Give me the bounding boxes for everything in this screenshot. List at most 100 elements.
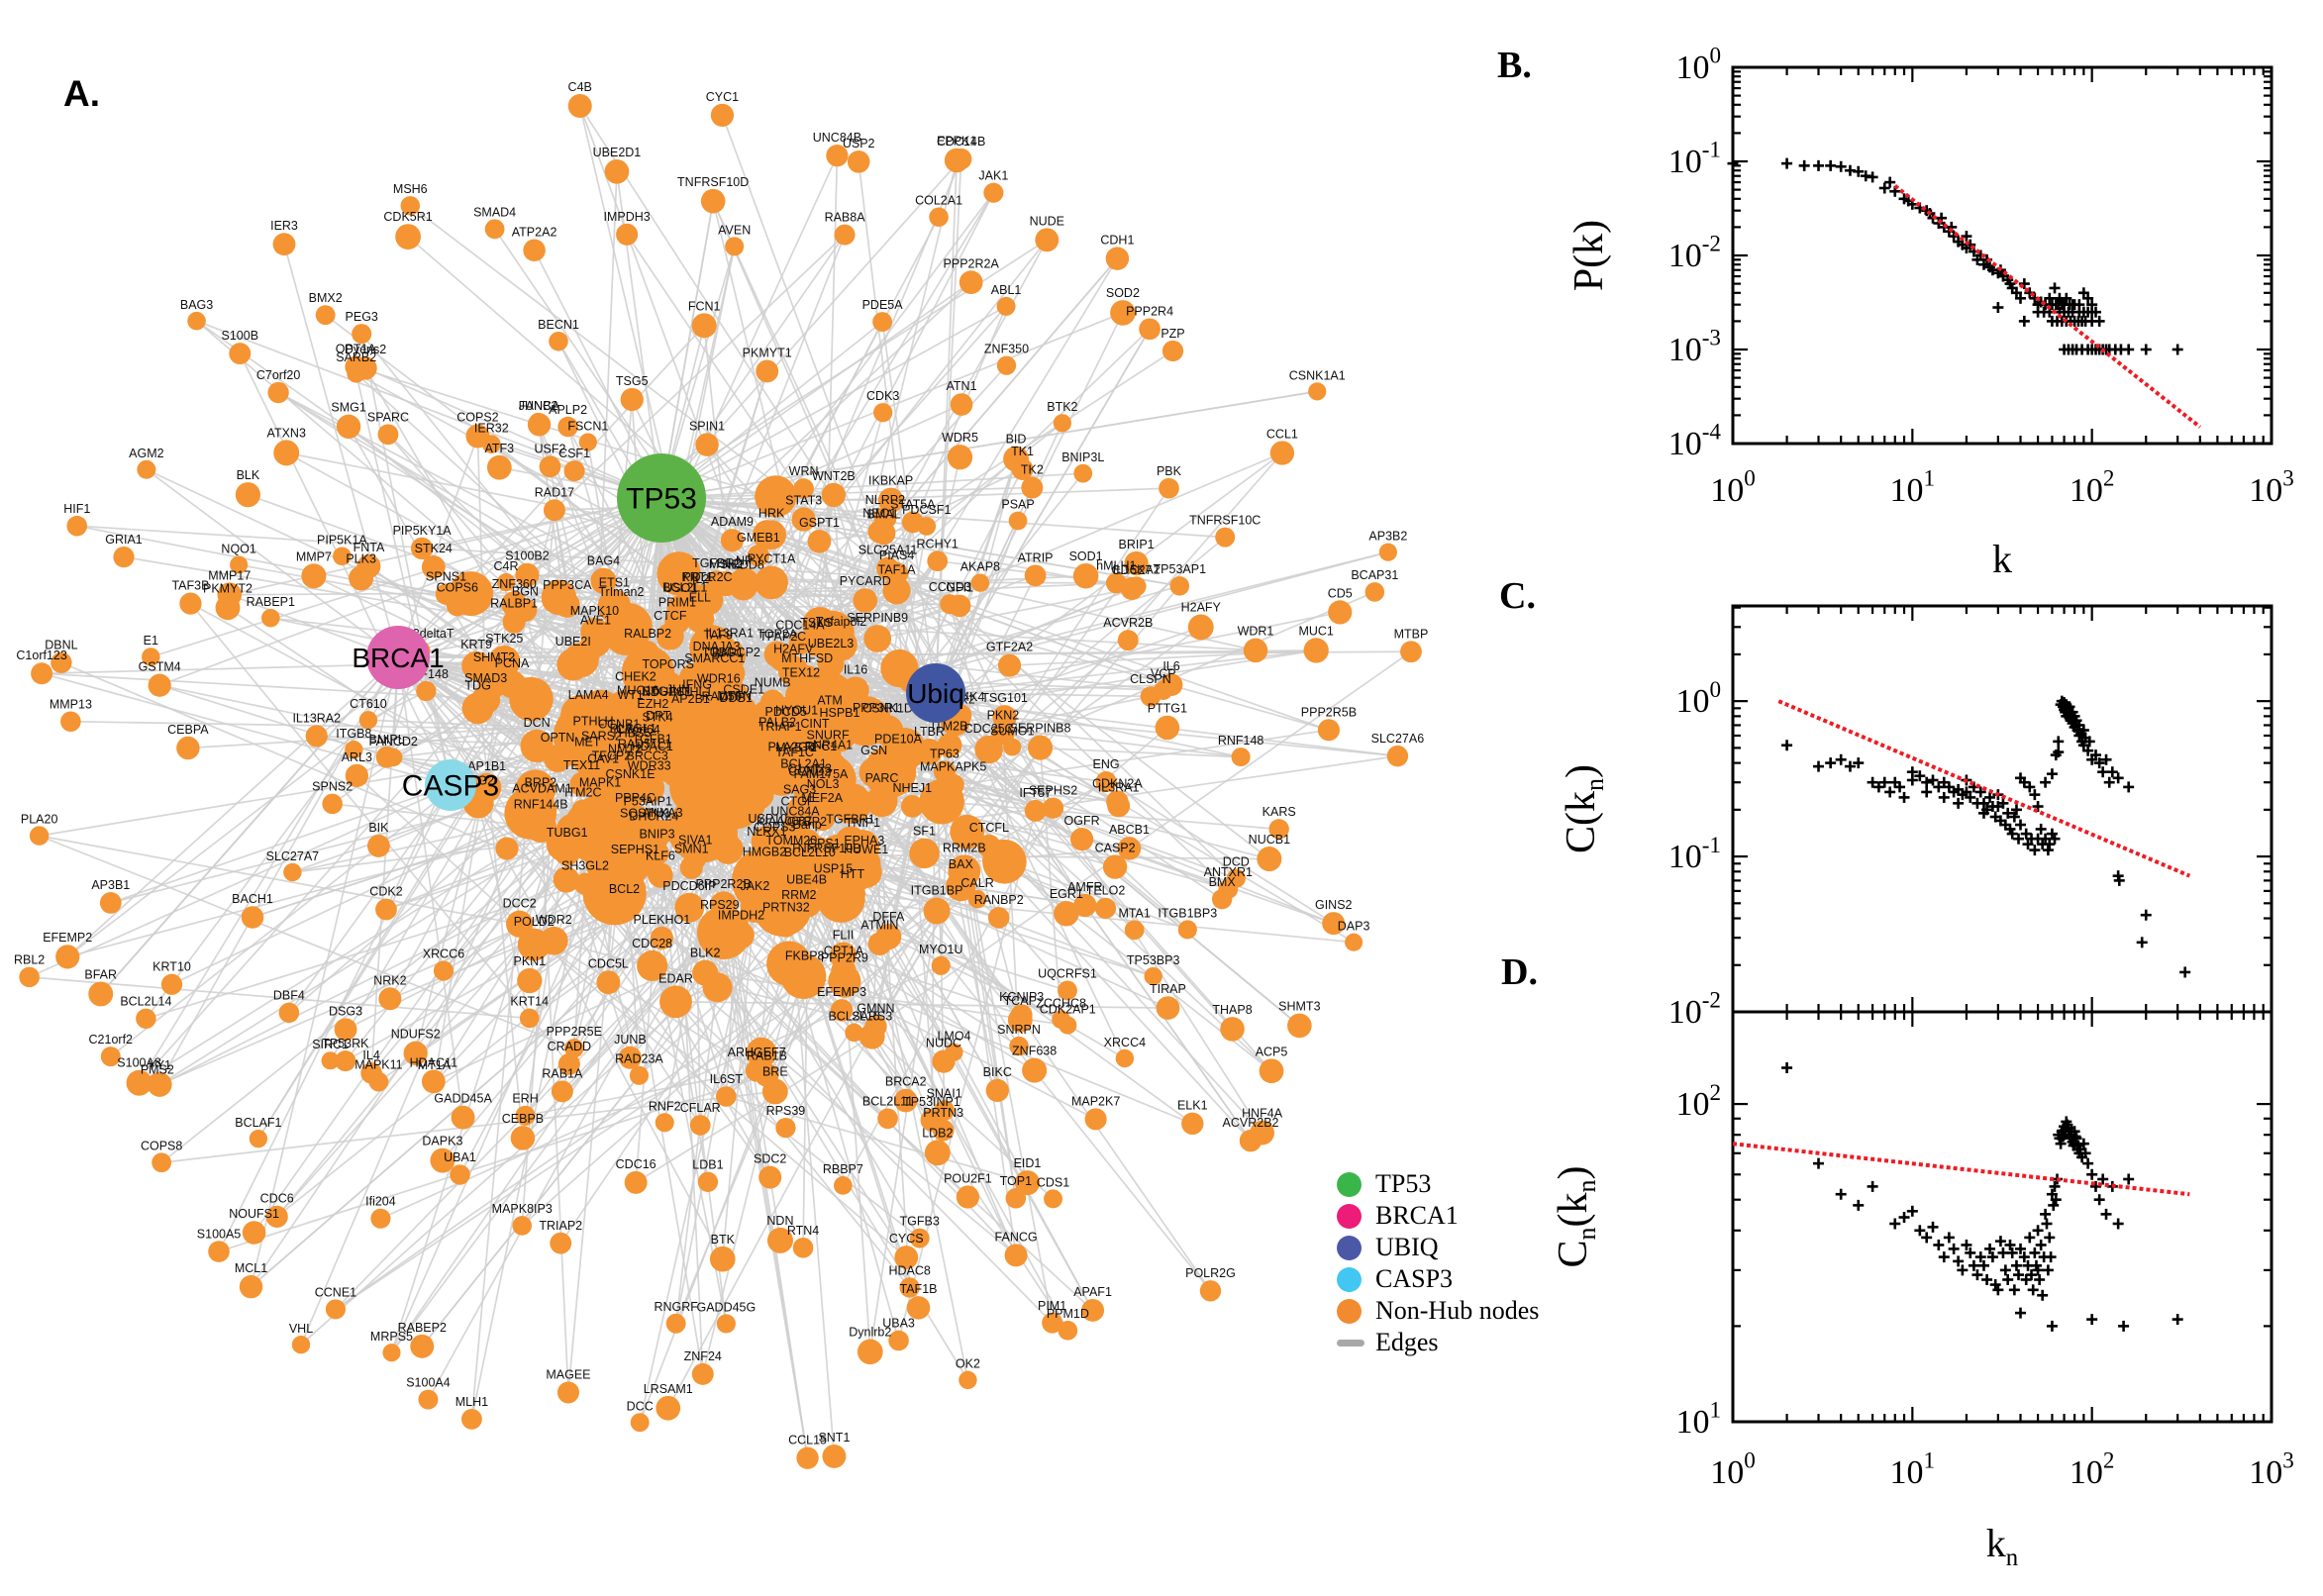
network-node-label: ARL3 <box>342 750 372 764</box>
network-node-label: TNFRSF10B <box>790 842 861 855</box>
network-node <box>322 793 343 815</box>
network-node <box>1364 582 1385 602</box>
network-node-label: PLAGL1 <box>610 722 656 736</box>
network-node <box>909 838 940 869</box>
network-node-label: DFFA <box>872 910 905 924</box>
network-node-label: COPS3 <box>754 821 795 835</box>
network-node <box>1072 562 1099 589</box>
network-node-label: NEDD8 <box>722 557 763 571</box>
network-node <box>273 440 300 466</box>
network-node <box>1059 1016 1077 1035</box>
network-node <box>520 729 554 763</box>
network-node <box>906 1296 931 1320</box>
tick-label: 10-2 <box>1668 988 1721 1031</box>
network-node-label: LTBR <box>914 725 945 739</box>
network-node <box>325 1299 346 1320</box>
network-node-label: IL3RA1 <box>1098 780 1140 794</box>
network-node <box>410 537 434 560</box>
network-node <box>1008 511 1028 531</box>
network-node-label: GMNN <box>857 1001 894 1015</box>
network-node-label: PPP2R5E <box>547 1025 602 1039</box>
network-node-label: CEBPB <box>502 1112 544 1126</box>
network-node-label: RCHY1 <box>917 537 959 550</box>
network-node-label: NDUFS1 <box>642 685 691 699</box>
network-node <box>754 838 780 865</box>
network-node-label: ATMIN <box>860 918 898 932</box>
network-node-label: HDAC8 <box>888 1263 930 1277</box>
fit-line <box>1777 699 2191 878</box>
network-node <box>321 1051 340 1070</box>
legend-label: Edges <box>1375 1328 1439 1356</box>
network-node <box>29 826 50 846</box>
network-node-label: RNGRF <box>654 1300 698 1314</box>
network-node-label: RBL2 <box>14 953 45 967</box>
network-node-label: CTCF <box>654 609 687 623</box>
network-node-label: RAB1B <box>747 1049 787 1063</box>
network-node-label: TCAP <box>1004 994 1037 1008</box>
network-node <box>692 959 719 986</box>
network-node-label: GPS1 <box>807 837 840 850</box>
network-node <box>137 459 156 479</box>
network-node-label: KRT9 <box>460 638 492 651</box>
network-node-labels: TCAP SMG1 NTHL1 SNURF PSAP TAF1C EPHA3 SQSTM1 CC… <box>14 80 1428 1446</box>
network-node <box>403 1041 428 1065</box>
network-node-label: MSH6 <box>393 182 428 196</box>
network-node <box>1024 564 1047 587</box>
network-node-label: BTK2 <box>1047 400 1077 414</box>
network-node-label: ZCCHC8 <box>1036 996 1086 1010</box>
network-node-label: SMG1 <box>331 401 365 415</box>
network-node-label: DBNL <box>45 639 77 652</box>
network-node <box>272 233 296 256</box>
network-node-label: PRTN32 <box>762 900 810 914</box>
network-node-label: SMN1 <box>674 843 709 856</box>
network-node-label: C1orf123 <box>16 648 66 662</box>
network-node-label: NP <box>736 553 753 567</box>
network-node-label: CFLAR <box>680 1101 721 1115</box>
network-node-label: DCC2 <box>503 897 537 911</box>
network-node-label: PYCARD <box>840 574 891 588</box>
network-node <box>893 1088 918 1113</box>
network-node-label: IMPDH3 <box>604 210 651 224</box>
network-node-label: PPP2R5B <box>1301 705 1357 719</box>
network-node-label: UBE2I <box>556 635 591 648</box>
network-node-label: CDC28 <box>632 937 672 950</box>
data-points <box>1727 157 2183 355</box>
network-node <box>956 1185 980 1209</box>
network-node <box>527 789 555 816</box>
network-node-label: THBS5 <box>611 727 651 741</box>
network-node <box>567 93 592 119</box>
network-node-label: BLK <box>237 468 260 482</box>
network-node-label: ATM <box>817 693 842 707</box>
network-node-label: AMFR <box>1067 880 1102 894</box>
network-node-label: TP53INP1 <box>903 1095 960 1109</box>
network-node <box>554 839 580 866</box>
network-node <box>1322 912 1346 936</box>
network-node-label: TSG101 <box>981 691 1028 705</box>
network-node <box>573 872 597 895</box>
network-node-label: USO1 <box>663 581 697 595</box>
network-node <box>787 796 812 821</box>
network-node-label: BID <box>1006 433 1027 447</box>
network-node-label: SQSTM1 <box>620 807 670 821</box>
network-node <box>788 632 812 655</box>
tick-label: 10-2 <box>1668 232 1721 274</box>
plot-frame <box>1731 604 2273 1014</box>
network-node <box>496 573 516 592</box>
network-node <box>1073 463 1093 483</box>
network-node <box>947 445 973 470</box>
network-node <box>360 1062 382 1084</box>
network-node-label: CDC14B <box>937 135 985 149</box>
network-node-label: SPARC <box>367 410 409 424</box>
network-node-label: PBK <box>1157 464 1182 478</box>
network-node <box>126 1069 152 1096</box>
network-node <box>885 746 911 772</box>
network-node-label: TGFB3 <box>900 1215 940 1229</box>
network-node-label: SARS2 <box>581 730 622 744</box>
network-node-label: TAF1B <box>900 1282 938 1296</box>
network-node-label: VHL <box>289 1322 313 1336</box>
network-node <box>378 987 402 1011</box>
network-node <box>1159 477 1179 499</box>
network-node-label: ANTXR1 <box>1204 865 1253 879</box>
network-node-label: GSN <box>860 744 887 757</box>
